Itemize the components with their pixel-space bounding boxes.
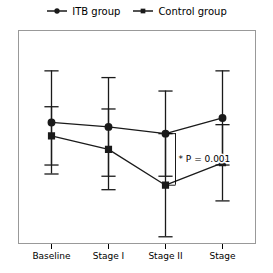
svg-text:Stage: Stage: [209, 251, 235, 261]
html-text:Control group: Control group: [158, 5, 227, 17]
svg-text:* P = 0.001: * P = 0.001: [179, 154, 231, 164]
svg-text:Baseline: Baseline: [32, 251, 71, 261]
svg-text:Stage I: Stage I: [93, 251, 125, 261]
svg-text:Stage II: Stage II: [148, 251, 182, 261]
html-text:ITB group: ITB group: [72, 5, 121, 17]
